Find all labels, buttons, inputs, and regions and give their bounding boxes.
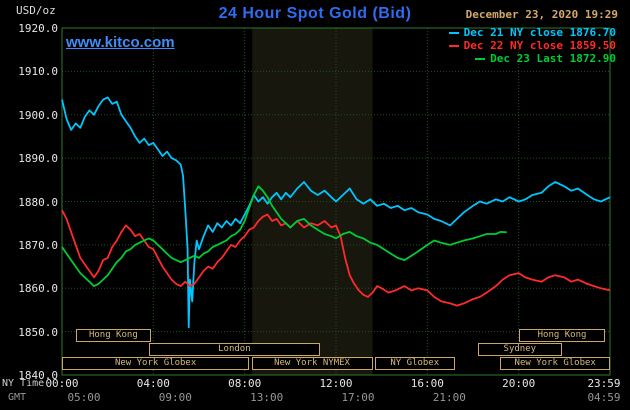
y-axis-label: 1840.0 xyxy=(18,369,58,382)
cyan-line-marker-icon xyxy=(448,31,459,34)
legend-item-dec-22: Dec 22 NY close 1859.50 xyxy=(448,39,616,52)
y-axis-label: 1870.0 xyxy=(18,238,58,252)
x-axis-label-ny: 04:00 xyxy=(136,377,170,390)
y-axis-label: 1910.0 xyxy=(18,65,58,79)
legend-label: Dec 23 Last 1872.90 xyxy=(490,52,616,65)
legend-label: Dec 22 NY close 1859.50 xyxy=(463,39,616,52)
x-axis-label-gmt: 13:00 xyxy=(250,391,284,404)
x-axis-label-gmt: 21:00 xyxy=(432,391,466,404)
x-axis-label-gmt: 04:59 xyxy=(587,391,621,404)
legend-label: Dec 21 NY close 1876.70 xyxy=(463,26,616,39)
legend-item-dec-21: Dec 21 NY close 1876.70 xyxy=(448,26,616,39)
series-line-dec-23 xyxy=(61,185,507,288)
x-axis-label-gmt: 09:00 xyxy=(158,391,192,404)
x-axis-label-ny: 20:00 xyxy=(502,377,536,390)
series-line-dec-22 xyxy=(61,209,611,307)
session-box-london: London xyxy=(148,343,321,356)
y-axis-label: 1850.0 xyxy=(18,325,58,339)
y-axis-label: 1880.0 xyxy=(18,195,58,209)
session-box-new-york-globex: New York Globex xyxy=(500,357,610,370)
x-axis-label-ny: 00:00 xyxy=(45,377,79,390)
x-axis-label-gmt: 17:00 xyxy=(341,391,375,404)
session-box-ny-globex: NY Globex xyxy=(374,357,455,370)
y-axis-label: 1860.0 xyxy=(18,282,58,296)
x-axis-label-ny: 16:00 xyxy=(410,377,444,390)
x-axis-label-gmt: 05:00 xyxy=(67,391,101,404)
kitco-watermark-link[interactable]: www.kitco.com xyxy=(66,34,175,51)
series-line-dec-21 xyxy=(61,96,611,329)
red-line-marker-icon xyxy=(448,44,459,47)
datetime-label: December 23, 2020 19:29 xyxy=(465,8,618,21)
session-box-new-york-nymex: New York NYMEX xyxy=(251,357,373,370)
legend-item-dec-23: Dec 23 Last 1872.90 xyxy=(449,52,616,65)
y-axis-label: 1890.0 xyxy=(18,152,58,166)
session-box-hong-kong: Hong Kong xyxy=(518,329,606,342)
units-label: USD/oz xyxy=(16,4,56,17)
gmt-axis-title: GMT xyxy=(8,392,27,403)
session-box-new-york-globex: New York Globex xyxy=(62,357,250,370)
x-axis-label-ny: 12:00 xyxy=(319,377,353,390)
chart-title: 24 Hour Spot Gold (Bid) xyxy=(218,5,412,22)
green-line-marker-icon xyxy=(475,57,486,60)
x-axis-label-ny: 23:59 xyxy=(587,377,621,390)
ny-time-axis-title: NY Time xyxy=(2,378,45,389)
x-axis-label-ny: 08:00 xyxy=(228,377,262,390)
y-axis-label: 1900.0 xyxy=(18,108,58,122)
session-box-hong-kong: Hong Kong xyxy=(75,329,152,342)
y-axis-label: 1920.0 xyxy=(18,22,58,35)
session-box-sydney: Sydney xyxy=(477,343,563,356)
legend: Dec 21 NY close 1876.70 Dec 22 NY close … xyxy=(448,26,616,65)
